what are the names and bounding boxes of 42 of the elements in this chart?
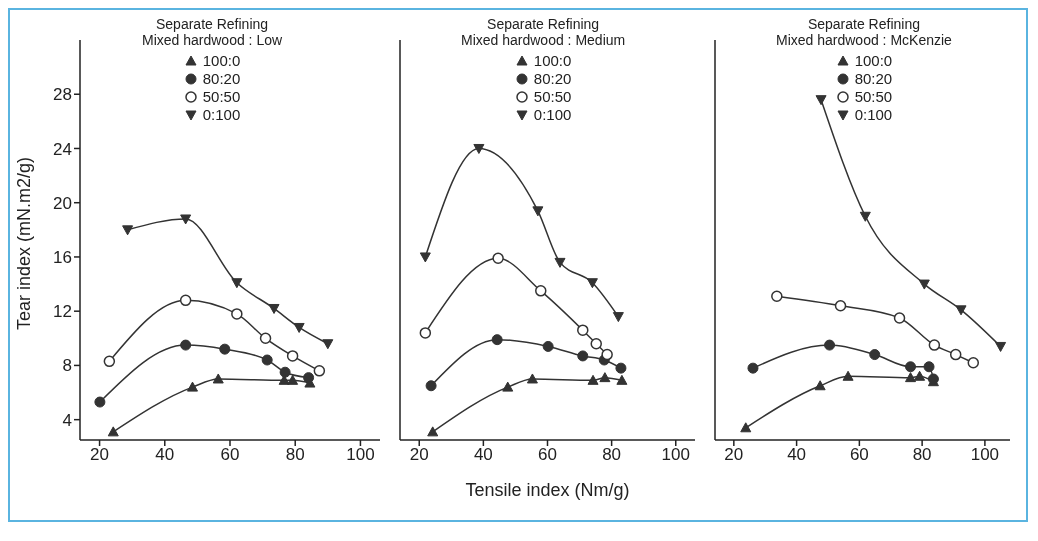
y-tick-label: 16 [53,247,72,267]
legend-label: 100:0 [533,52,572,69]
chart-title: Separate Refining [486,16,601,32]
legend-label: 0:100 [202,106,241,123]
x-tick-label: 80 [602,445,622,465]
chart-title: Separate Refining [806,16,921,32]
x-tick-label: 60 [849,445,869,465]
chart-title: Separate Refining [155,16,270,32]
x-tick-label: 60 [538,445,557,465]
legend-label: 50:50 [202,88,241,105]
x-tick-label: 40 [787,445,807,465]
legend-label: 0:100 [854,106,893,123]
chart-subtitle: Mixed hardwood : Medium [461,32,626,48]
x-tick-label: 100 [661,445,690,465]
chart-subtitle: Mixed hardwood : Low [142,32,283,48]
y-tick-label: 4 [62,410,72,430]
y-tick-label: 24 [53,139,72,159]
legend-label: 80:20 [854,70,893,87]
legend-label: 80:20 [202,70,241,87]
legend-label: 0:100 [533,106,572,123]
legend-label: 80:20 [533,70,572,87]
legend-label: 50:50 [533,88,572,105]
y-tick-label: 8 [62,356,72,376]
legend-label: 100:0 [854,52,893,69]
x-tick-label: 100 [346,445,375,465]
x-tick-label: 20 [409,445,429,465]
x-axis-title: Tensile index (Nm/g) [465,480,630,500]
y-tick-label: 28 [53,85,72,105]
chart-subtitle: Mixed hardwood : McKenzie [776,32,952,48]
x-tick-label: 20 [724,445,744,465]
legend-label: 100:0 [202,52,241,69]
x-tick-label: 40 [155,445,175,465]
y-tick-label: 12 [53,302,72,322]
x-tick-label: 20 [90,445,110,465]
x-tick-label: 100 [970,445,1000,465]
x-tick-label: 80 [285,445,305,465]
y-axis-title: Tear index (mN.m2/g) [14,156,35,330]
y-tick-label: 20 [53,193,72,213]
x-tick-label: 40 [473,445,493,465]
x-tick-label: 80 [912,445,932,465]
x-tick-label: 60 [220,445,240,465]
legend-label: 50:50 [854,88,893,105]
